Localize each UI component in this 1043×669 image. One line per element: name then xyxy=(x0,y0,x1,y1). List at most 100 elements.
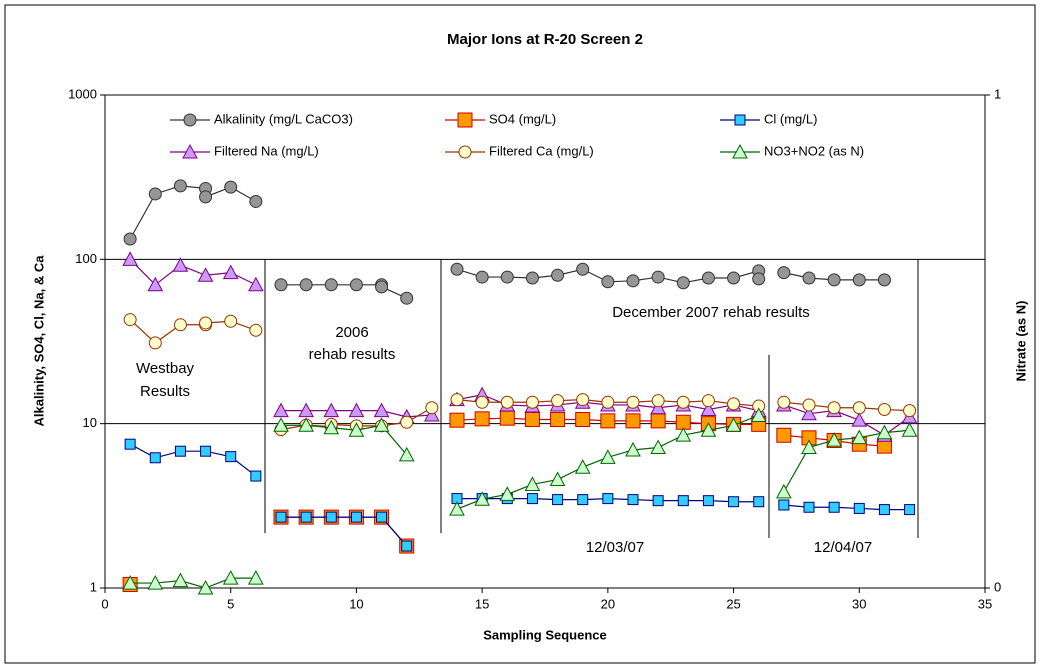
marker xyxy=(626,274,640,288)
marker xyxy=(802,271,816,285)
marker xyxy=(801,439,817,454)
marker xyxy=(147,276,164,292)
legend-label: Filtered Ca (mg/L) xyxy=(489,143,594,158)
annotation: 12/03/07 xyxy=(586,539,644,556)
marker xyxy=(373,417,390,432)
marker xyxy=(601,395,615,409)
marker xyxy=(752,272,766,286)
marker xyxy=(500,395,514,409)
marker xyxy=(474,491,490,506)
marker xyxy=(524,476,541,491)
marker xyxy=(225,451,237,463)
legend-marker xyxy=(734,114,746,126)
marker xyxy=(728,496,740,508)
marker xyxy=(525,395,539,409)
marker xyxy=(449,501,465,516)
marker xyxy=(123,313,137,327)
marker xyxy=(576,393,590,407)
marker xyxy=(524,412,540,428)
marker xyxy=(727,271,741,285)
legend-marker xyxy=(182,143,198,159)
marker xyxy=(550,412,566,428)
marker xyxy=(702,495,714,507)
marker xyxy=(652,495,664,507)
marker xyxy=(224,180,238,194)
marker xyxy=(148,336,162,350)
marker xyxy=(601,275,615,289)
marker xyxy=(323,402,340,418)
marker xyxy=(901,422,918,437)
legend-marker xyxy=(183,113,197,127)
marker xyxy=(123,232,137,246)
marker xyxy=(551,268,565,282)
annotation: Westbay xyxy=(136,360,195,377)
x-tick-label: 30 xyxy=(852,596,866,611)
marker xyxy=(401,540,413,552)
x-tick-label: 35 xyxy=(978,596,992,611)
marker xyxy=(325,511,337,523)
marker xyxy=(375,280,389,294)
marker xyxy=(350,511,362,523)
marker xyxy=(650,439,666,454)
annotation: Results xyxy=(140,383,190,400)
marker xyxy=(300,511,312,523)
marker xyxy=(700,422,717,437)
marker xyxy=(173,318,187,332)
y-axis-label: Alkalinity, SO4, Cl, Na, & Ca xyxy=(31,255,46,427)
marker xyxy=(122,575,138,590)
marker xyxy=(348,422,365,437)
marker xyxy=(124,438,136,450)
marker xyxy=(172,257,189,272)
marker xyxy=(852,273,866,287)
marker xyxy=(222,264,239,280)
legend-label: NO3+NO2 (as N) xyxy=(764,143,864,158)
marker xyxy=(551,394,565,408)
marker xyxy=(851,429,868,445)
y2-tick-label: 1 xyxy=(994,86,1001,101)
y-tick-label: 1 xyxy=(90,579,97,594)
marker xyxy=(400,415,414,429)
marker xyxy=(199,190,213,204)
marker xyxy=(525,271,539,285)
marker xyxy=(373,402,390,418)
marker xyxy=(750,407,767,422)
marker xyxy=(575,412,591,428)
x-axis-label: Sampling Sequence xyxy=(483,627,607,642)
marker xyxy=(248,276,264,292)
marker xyxy=(852,401,866,415)
marker xyxy=(250,470,262,482)
legend-label: Cl (mg/L) xyxy=(764,111,817,126)
marker xyxy=(676,395,690,409)
marker xyxy=(499,486,516,501)
marker xyxy=(173,179,187,193)
y-tick-label: 1000 xyxy=(68,86,97,101)
marker xyxy=(149,452,161,464)
legend-label: Filtered Na (mg/L) xyxy=(214,143,319,158)
marker xyxy=(475,270,489,284)
marker xyxy=(826,432,842,447)
marker xyxy=(675,427,692,442)
marker xyxy=(802,398,816,412)
chart-title: Major Ions at R-20 Screen 2 xyxy=(447,31,643,48)
marker xyxy=(147,575,164,590)
marker xyxy=(776,427,792,443)
marker xyxy=(851,412,868,427)
marker xyxy=(323,419,340,435)
marker xyxy=(877,273,891,287)
marker xyxy=(249,194,263,208)
marker xyxy=(298,417,314,432)
marker xyxy=(627,494,639,506)
marker xyxy=(400,291,414,305)
marker xyxy=(324,278,338,292)
legend-marker xyxy=(458,145,472,159)
x-tick-label: 0 xyxy=(101,596,108,611)
marker xyxy=(676,276,690,290)
y-tick-label: 10 xyxy=(83,415,97,430)
annotation: 12/04/07 xyxy=(814,539,872,556)
marker xyxy=(574,459,591,474)
marker xyxy=(549,471,566,487)
marker xyxy=(224,314,238,328)
marker xyxy=(200,445,212,457)
marker xyxy=(803,501,815,513)
marker xyxy=(425,401,439,415)
